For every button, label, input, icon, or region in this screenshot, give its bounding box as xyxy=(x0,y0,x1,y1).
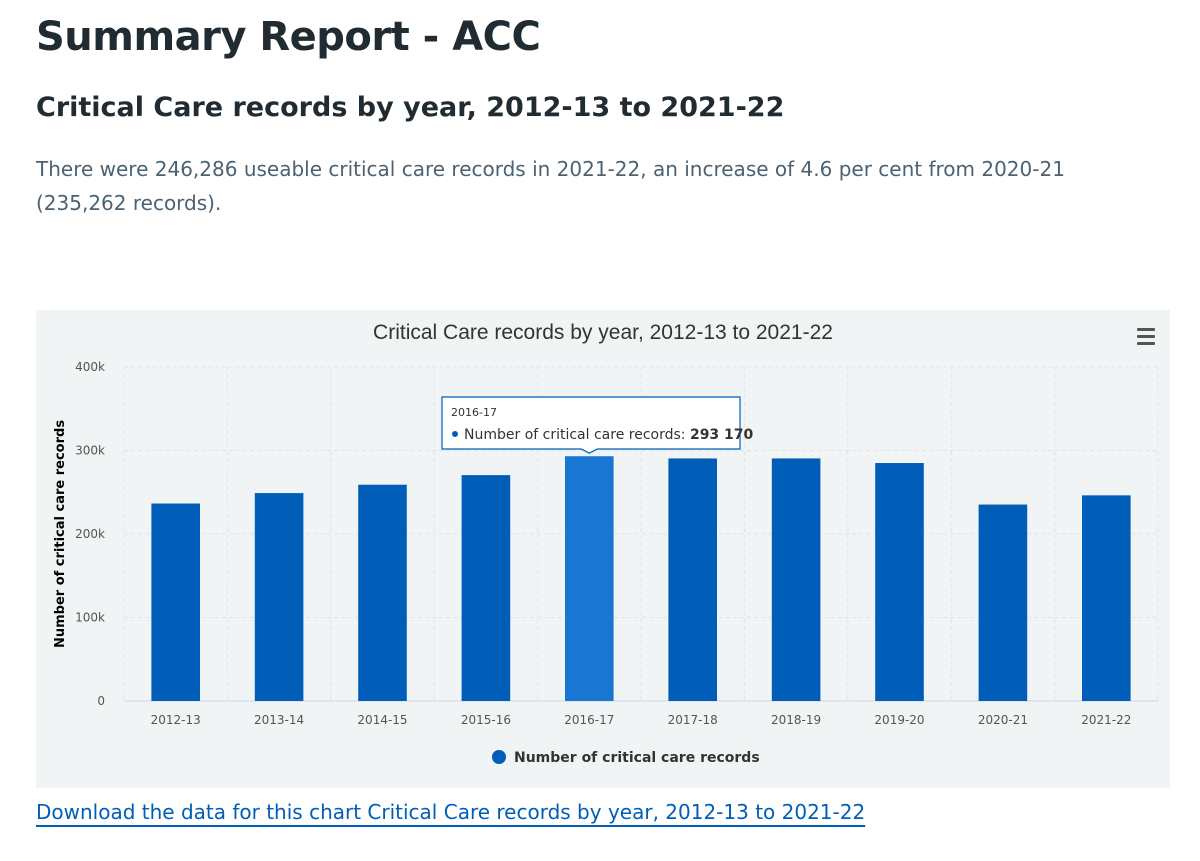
tooltip-marker xyxy=(452,431,458,437)
bar-2019-20[interactable] xyxy=(875,463,924,701)
bar-2018-19[interactable] xyxy=(771,458,821,701)
bar-chart: Critical Care records by year, 2012-13 t… xyxy=(53,321,1159,766)
bar-2013-14[interactable] xyxy=(254,493,304,701)
download-data-link[interactable]: Download the data for this chart Critica… xyxy=(36,800,866,824)
y-tick-label: 400k xyxy=(75,360,105,374)
chart-title: Critical Care records by year, 2012-13 t… xyxy=(373,321,833,344)
chart-tooltip: 2016-17 Number of critical care records:… xyxy=(441,396,754,454)
chart-panel: Critical Care records by year, 2012-13 t… xyxy=(36,310,1170,788)
bar-2017-18[interactable] xyxy=(668,458,717,701)
bar-2014-15[interactable] xyxy=(358,484,407,701)
x-tick-label: 2013-14 xyxy=(254,713,304,727)
x-tick-label: 2015-16 xyxy=(461,713,511,727)
x-tick-label: 2017-18 xyxy=(668,713,718,727)
x-tick-label: 2012-13 xyxy=(151,713,201,727)
section-title: Critical Care records by year, 2012-13 t… xyxy=(36,92,785,123)
tooltip-category: 2016-17 xyxy=(451,406,497,419)
bar-series xyxy=(151,456,1131,701)
bar-2021-22[interactable] xyxy=(1082,495,1131,701)
x-tick-label: 2021-22 xyxy=(1081,713,1131,727)
x-tick-label: 2016-17 xyxy=(564,713,614,727)
y-tick-label: 0 xyxy=(97,694,105,708)
chart-menu-button[interactable] xyxy=(1132,322,1160,350)
hamburger-icon xyxy=(1137,327,1155,331)
summary-text: There were 246,286 useable critical care… xyxy=(36,157,1065,215)
x-tick-label: 2019-20 xyxy=(874,713,924,727)
page-title: Summary Report - ACC xyxy=(36,14,541,60)
chart-legend[interactable]: Number of critical care records xyxy=(492,750,760,766)
tooltip-value: 293 170 xyxy=(690,427,754,443)
y-tick-label: 300k xyxy=(75,444,105,458)
y-axis: 0 100k 200k 300k 400k xyxy=(75,360,105,708)
legend-marker xyxy=(492,750,506,764)
x-tick-label: 2018-19 xyxy=(771,713,821,727)
bar-2012-13[interactable] xyxy=(151,503,200,701)
legend-label[interactable]: Number of critical care records xyxy=(514,750,760,766)
x-tick-label: 2020-21 xyxy=(978,713,1028,727)
tooltip-box xyxy=(441,396,741,454)
y-tick-label: 200k xyxy=(75,527,105,541)
bar-2020-21[interactable] xyxy=(978,504,1028,701)
y-tick-label: 100k xyxy=(75,611,105,625)
bar-2015-16[interactable] xyxy=(461,475,511,701)
y-axis-label: Number of critical care records xyxy=(53,420,68,648)
x-axis: 2012-13 2013-14 2014-15 2015-16 2016-17 2017-… xyxy=(151,713,1132,727)
tooltip-series: Number of critical care records: xyxy=(464,427,690,443)
tooltip-line: Number of critical care records: 293 170 xyxy=(464,427,754,443)
bar-2016-17[interactable] xyxy=(565,456,614,701)
x-tick-label: 2014-15 xyxy=(357,713,407,727)
